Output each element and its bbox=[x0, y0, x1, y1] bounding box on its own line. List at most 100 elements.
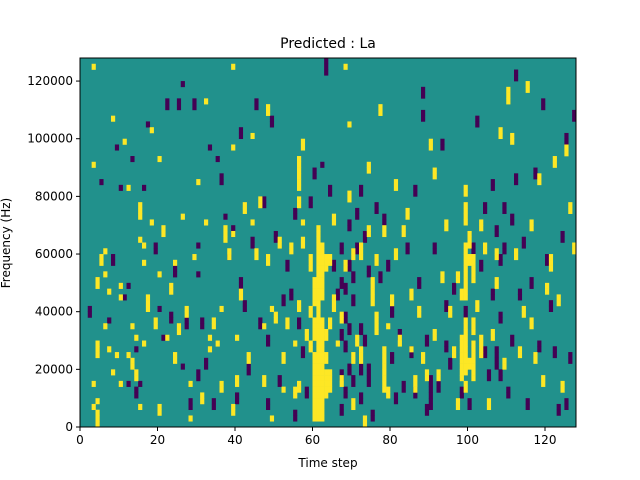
heatmap-cell-low bbox=[331, 265, 337, 272]
heatmap-cell-low bbox=[269, 121, 275, 128]
heatmap-cell-low bbox=[537, 340, 542, 347]
heatmap-cell-high bbox=[479, 219, 484, 226]
heatmap-cell-low bbox=[548, 300, 554, 307]
heatmap-cell-high bbox=[300, 242, 306, 249]
heatmap-cell-high bbox=[463, 317, 468, 324]
heatmap-cell-high bbox=[316, 254, 321, 261]
heatmap-cell-high bbox=[459, 375, 464, 382]
heatmap-cell-low bbox=[215, 156, 220, 163]
heatmap-cell-high bbox=[424, 369, 430, 376]
heatmap-cell-low bbox=[424, 334, 430, 341]
heatmap-cell-high bbox=[494, 282, 499, 289]
heatmap-cell-high bbox=[320, 380, 325, 387]
heatmap-cell-high bbox=[316, 392, 321, 399]
heatmap-cell-low bbox=[130, 156, 135, 163]
heatmap-cell-low bbox=[362, 236, 368, 243]
heatmap-cell-high bbox=[297, 156, 302, 163]
heatmap-cell-low bbox=[359, 398, 364, 405]
heatmap-cell-high bbox=[320, 254, 325, 261]
heatmap-cell-high bbox=[157, 156, 162, 163]
heatmap-cell-high bbox=[324, 375, 329, 382]
heatmap-cell-low bbox=[486, 375, 492, 382]
heatmap-cell-high bbox=[204, 98, 209, 105]
heatmap-cell-low bbox=[196, 242, 201, 249]
heatmap-cell-low bbox=[122, 294, 127, 301]
heatmap-cell-high bbox=[463, 352, 468, 359]
heatmap-cell-high bbox=[409, 346, 414, 353]
heatmap-cell-low bbox=[428, 380, 433, 387]
heatmap-cell-high bbox=[246, 352, 251, 359]
heatmap-cell-low bbox=[552, 346, 557, 353]
heatmap-cell-high bbox=[320, 271, 325, 278]
heatmap-cell-low bbox=[339, 334, 344, 341]
heatmap-cell-high bbox=[459, 340, 464, 347]
heatmap-cell-low bbox=[548, 305, 554, 312]
heatmap-cell-high bbox=[95, 421, 100, 428]
heatmap-cell-high bbox=[320, 340, 325, 347]
heatmap-cell-high bbox=[134, 375, 139, 382]
heatmap-cell-low bbox=[277, 380, 282, 387]
heatmap-cell-high bbox=[316, 357, 321, 364]
heatmap-cell-low bbox=[335, 288, 340, 295]
heatmap-cell-high bbox=[359, 352, 364, 359]
heatmap-cell-high bbox=[455, 403, 461, 411]
heatmap-cell-high bbox=[200, 392, 205, 399]
heatmap-cell-high bbox=[421, 357, 426, 364]
heatmap-cell-high bbox=[235, 334, 240, 341]
heatmap-cell-high bbox=[316, 277, 321, 284]
heatmap-cell-high bbox=[463, 202, 468, 209]
heatmap-cell-low bbox=[347, 323, 352, 330]
heatmap-cell-low bbox=[262, 196, 267, 203]
heatmap-cell-high bbox=[242, 207, 247, 214]
heatmap-cell-high bbox=[297, 173, 302, 180]
heatmap-cell-low bbox=[176, 98, 182, 105]
heatmap-cell-high bbox=[157, 271, 162, 278]
heatmap-cell-high bbox=[432, 334, 437, 341]
heatmap-cell-high bbox=[316, 340, 321, 347]
heatmap-cell-high bbox=[463, 328, 468, 336]
heatmap-cell-high bbox=[134, 369, 139, 376]
heatmap-cell-low bbox=[142, 184, 147, 191]
heatmap-cell-low bbox=[297, 317, 302, 324]
heatmap-cell-high bbox=[250, 132, 255, 140]
heatmap-cell-high bbox=[266, 254, 271, 261]
heatmap-cell-high bbox=[142, 259, 147, 266]
heatmap-cell-high bbox=[312, 277, 317, 284]
heatmap-cell-low bbox=[277, 375, 282, 382]
heatmap-cell-high bbox=[320, 282, 325, 289]
heatmap-cell-low bbox=[351, 380, 356, 387]
heatmap-cell-low bbox=[390, 352, 395, 359]
heatmap-cell-high bbox=[308, 305, 313, 312]
heatmap-cell-high bbox=[401, 225, 406, 232]
heatmap-cell-low bbox=[250, 242, 255, 249]
heatmap-cell-high bbox=[254, 254, 259, 261]
heatmap-cell-low bbox=[347, 363, 352, 370]
heatmap-cell-high bbox=[517, 346, 523, 353]
heatmap-cell-high bbox=[436, 375, 441, 382]
heatmap-cell-high bbox=[475, 300, 480, 307]
heatmap-cell-high bbox=[231, 403, 236, 411]
heatmap-cell-high bbox=[207, 334, 213, 341]
heatmap-cell-low bbox=[448, 363, 453, 370]
heatmap-cell-low bbox=[556, 409, 561, 416]
heatmap-cell-high bbox=[312, 369, 317, 376]
heatmap-cell-high bbox=[95, 340, 100, 347]
heatmap-cell-high bbox=[393, 254, 399, 261]
heatmap-cell-high bbox=[95, 409, 100, 416]
heatmap-cell-high bbox=[459, 294, 464, 301]
heatmap-cell-high bbox=[320, 403, 325, 411]
heatmap-cell-high bbox=[374, 317, 379, 324]
heatmap-cell-low bbox=[250, 236, 255, 243]
heatmap-cell-high bbox=[463, 207, 468, 214]
heatmap-cell-high bbox=[231, 63, 236, 70]
heatmap-cell-high bbox=[471, 271, 476, 278]
heatmap-cell-high bbox=[130, 323, 135, 330]
heatmap-cell-high bbox=[227, 248, 232, 255]
heatmap-cell-high bbox=[463, 219, 468, 226]
heatmap-cell-high bbox=[359, 357, 364, 364]
heatmap-cell-high bbox=[514, 254, 519, 261]
heatmap-cell-low bbox=[448, 357, 453, 364]
heatmap-cell-high bbox=[316, 409, 321, 416]
heatmap-cell-high bbox=[452, 352, 457, 359]
heatmap-cell-high bbox=[463, 190, 468, 197]
